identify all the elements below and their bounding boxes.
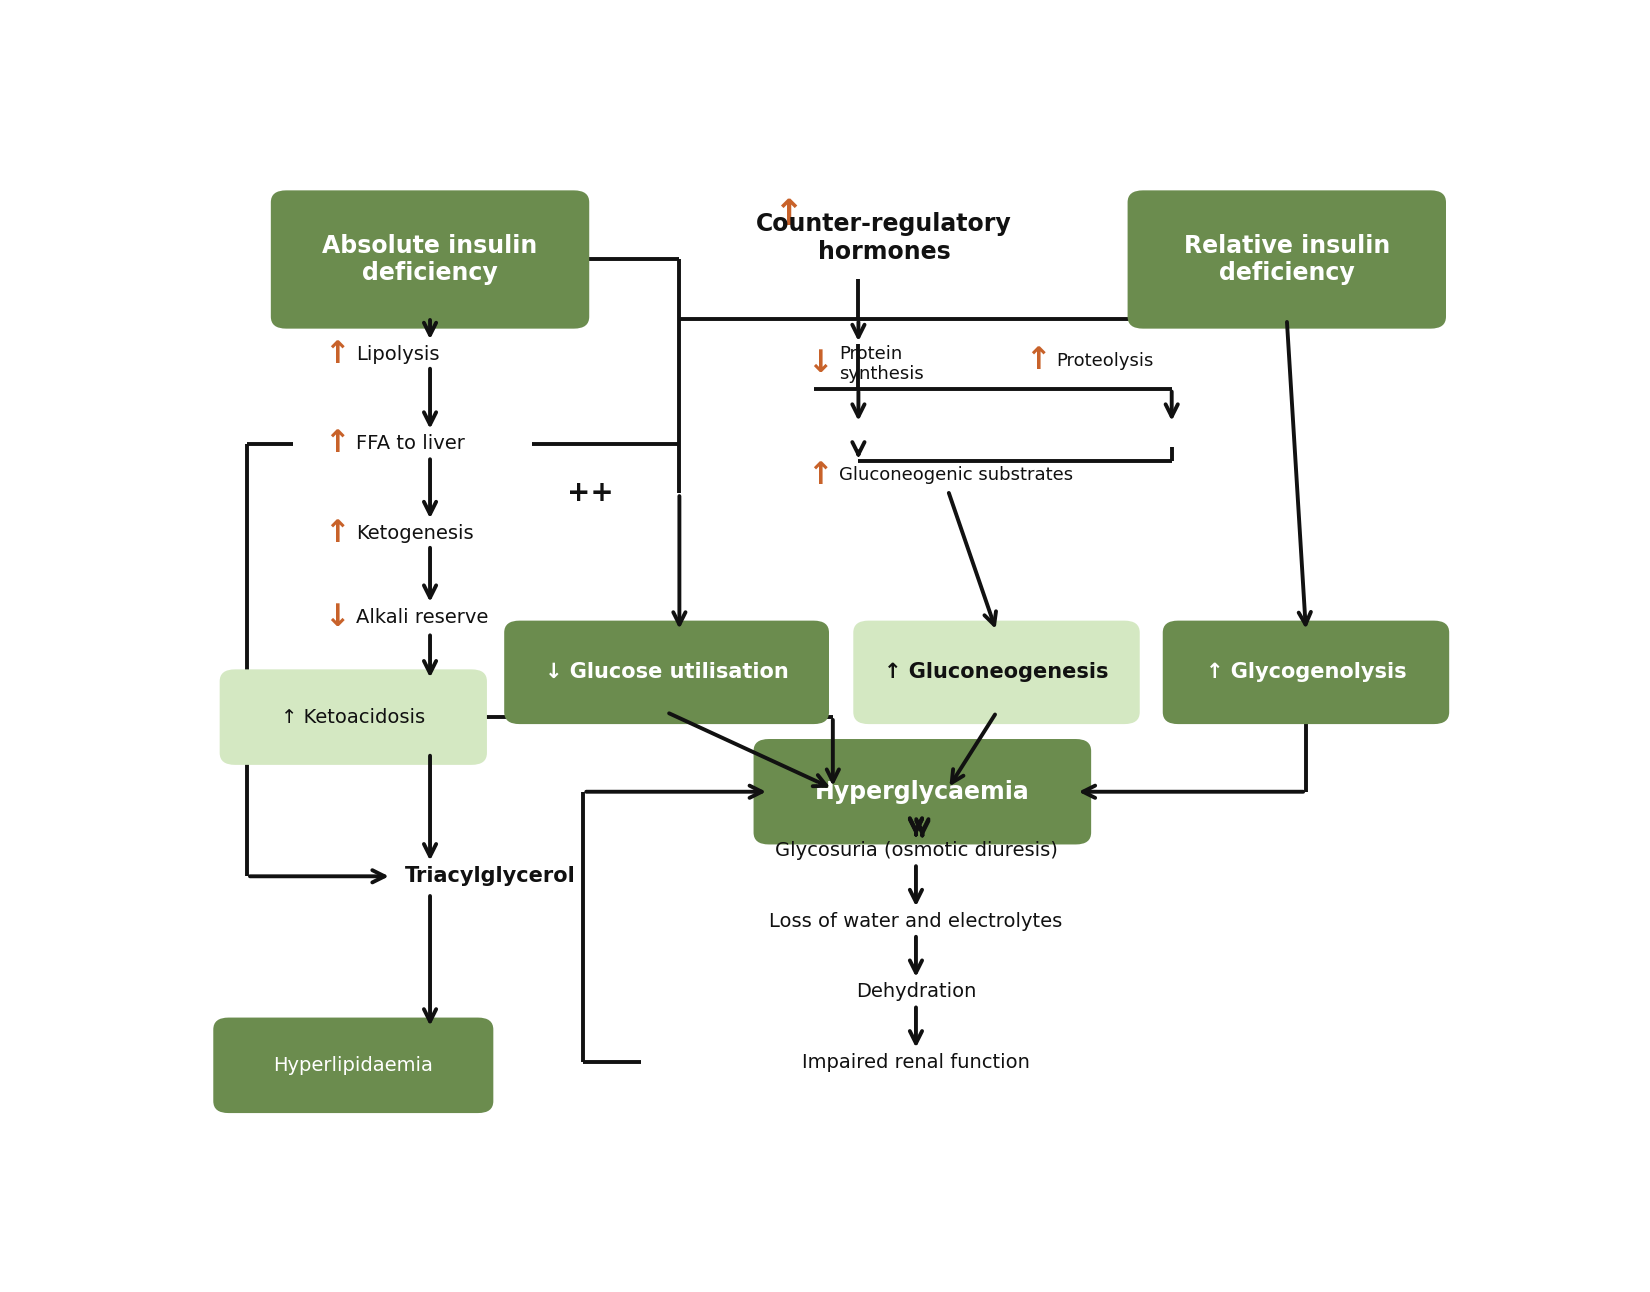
Text: ↓: ↓ xyxy=(807,349,833,379)
Text: Ketogenesis: Ketogenesis xyxy=(356,523,474,543)
Text: Gluconeogenic substrates: Gluconeogenic substrates xyxy=(840,466,1074,484)
FancyBboxPatch shape xyxy=(754,739,1091,845)
FancyBboxPatch shape xyxy=(271,190,589,328)
Text: ++: ++ xyxy=(566,479,614,508)
Text: Proteolysis: Proteolysis xyxy=(1056,351,1153,370)
Text: ↑ Ketoacidosis: ↑ Ketoacidosis xyxy=(280,708,426,726)
Text: Impaired renal function: Impaired renal function xyxy=(802,1053,1030,1072)
Text: Triacylglycerol: Triacylglycerol xyxy=(404,867,576,886)
Text: Lipolysis: Lipolysis xyxy=(356,345,439,363)
Text: Dehydration: Dehydration xyxy=(856,982,977,1001)
Text: Loss of water and electrolytes: Loss of water and electrolytes xyxy=(769,912,1063,930)
Text: ↓: ↓ xyxy=(323,603,350,632)
FancyBboxPatch shape xyxy=(853,620,1140,724)
Text: ↓ Glucose utilisation: ↓ Glucose utilisation xyxy=(544,663,789,682)
Text: ↑: ↑ xyxy=(1025,346,1049,376)
Text: Relative insulin
deficiency: Relative insulin deficiency xyxy=(1183,234,1389,286)
Text: Alkali reserve: Alkali reserve xyxy=(356,609,488,627)
FancyBboxPatch shape xyxy=(1127,190,1445,328)
Text: Hyperlipidaemia: Hyperlipidaemia xyxy=(274,1056,434,1075)
Text: Absolute insulin
deficiency: Absolute insulin deficiency xyxy=(322,234,538,286)
Text: ↑ Gluconeogenesis: ↑ Gluconeogenesis xyxy=(884,663,1109,682)
Text: ↑: ↑ xyxy=(323,340,350,368)
Text: ↑: ↑ xyxy=(807,461,833,490)
FancyBboxPatch shape xyxy=(1163,620,1449,724)
FancyBboxPatch shape xyxy=(213,1018,493,1114)
Text: Hyperglycaemia: Hyperglycaemia xyxy=(815,780,1030,804)
Text: ↑: ↑ xyxy=(323,518,350,548)
Text: ↑: ↑ xyxy=(772,198,804,231)
Text: ↑ Glycogenolysis: ↑ Glycogenolysis xyxy=(1206,663,1406,682)
Text: FFA to liver: FFA to liver xyxy=(356,434,465,453)
FancyBboxPatch shape xyxy=(219,669,487,765)
Text: Glycosuria (osmotic diuresis): Glycosuria (osmotic diuresis) xyxy=(774,841,1058,860)
FancyBboxPatch shape xyxy=(505,620,828,724)
Text: Protein
synthesis: Protein synthesis xyxy=(840,345,924,384)
Text: ↑: ↑ xyxy=(323,429,350,459)
Text: Counter-regulatory
hormones: Counter-regulatory hormones xyxy=(756,212,1011,264)
